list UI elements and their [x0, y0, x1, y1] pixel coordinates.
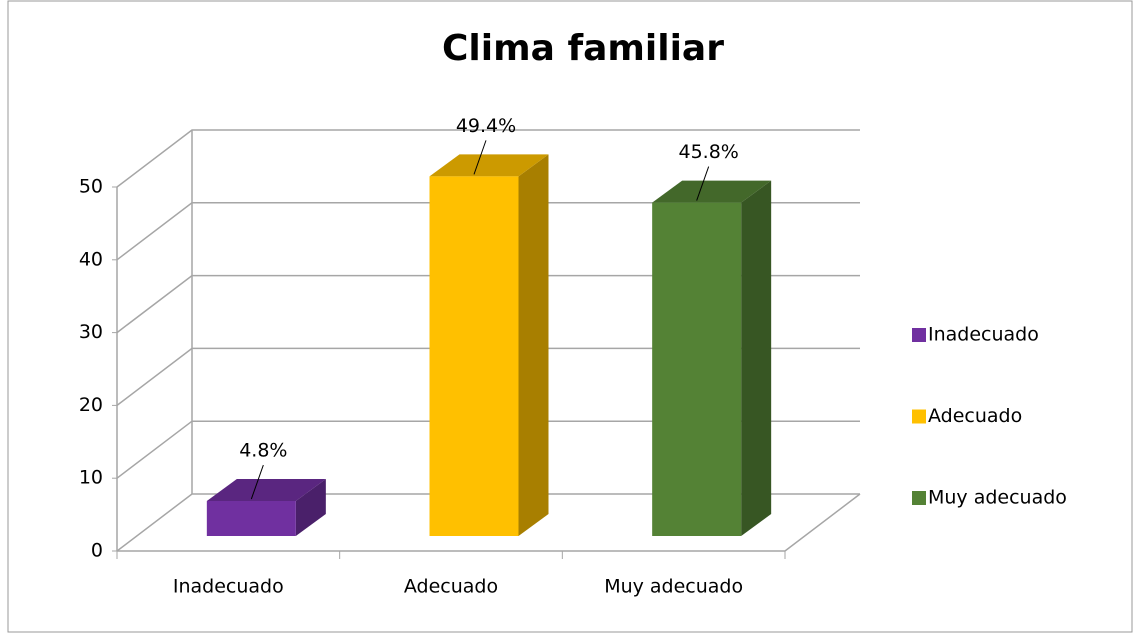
x-tick-label: Adecuado — [404, 576, 498, 598]
bar-top — [429, 154, 549, 177]
x-tick-label: Inadecuado — [173, 576, 284, 598]
y-tick-label: 40 — [79, 248, 103, 270]
y-tick-label: 30 — [79, 321, 103, 343]
bar-top — [206, 479, 326, 502]
y-tick-label: 50 — [79, 176, 103, 198]
legend-label: Inadecuado — [928, 324, 1039, 346]
data-label: 49.4% — [456, 115, 516, 137]
x-tick-label: Muy adecuado — [604, 576, 743, 598]
bar-side — [295, 479, 326, 536]
chart-title: Clima familiar — [442, 28, 724, 69]
bar-side — [741, 180, 772, 537]
legend-swatch — [912, 328, 926, 342]
bar — [652, 180, 772, 537]
data-label: 4.8% — [239, 440, 287, 462]
y-tick-label: 0 — [91, 540, 103, 562]
bar-front — [652, 202, 742, 537]
y-tick-label: 10 — [79, 467, 103, 489]
bar — [429, 154, 549, 537]
leader-line — [473, 140, 487, 175]
bar-front — [429, 176, 519, 537]
leader-line — [696, 166, 710, 201]
legend-label: Adecuado — [928, 405, 1022, 427]
legend-label: Muy adecuado — [928, 487, 1067, 509]
y-tick-label: 20 — [79, 394, 103, 416]
bar-top — [652, 180, 772, 203]
leader-line — [250, 464, 264, 500]
legend-swatch — [912, 409, 926, 424]
data-label: 45.8% — [678, 141, 738, 163]
bar — [206, 479, 326, 536]
bar-front — [206, 501, 296, 536]
chart-frame — [7, 0, 1133, 633]
legend-swatch — [912, 491, 926, 505]
bar-side — [518, 154, 549, 537]
